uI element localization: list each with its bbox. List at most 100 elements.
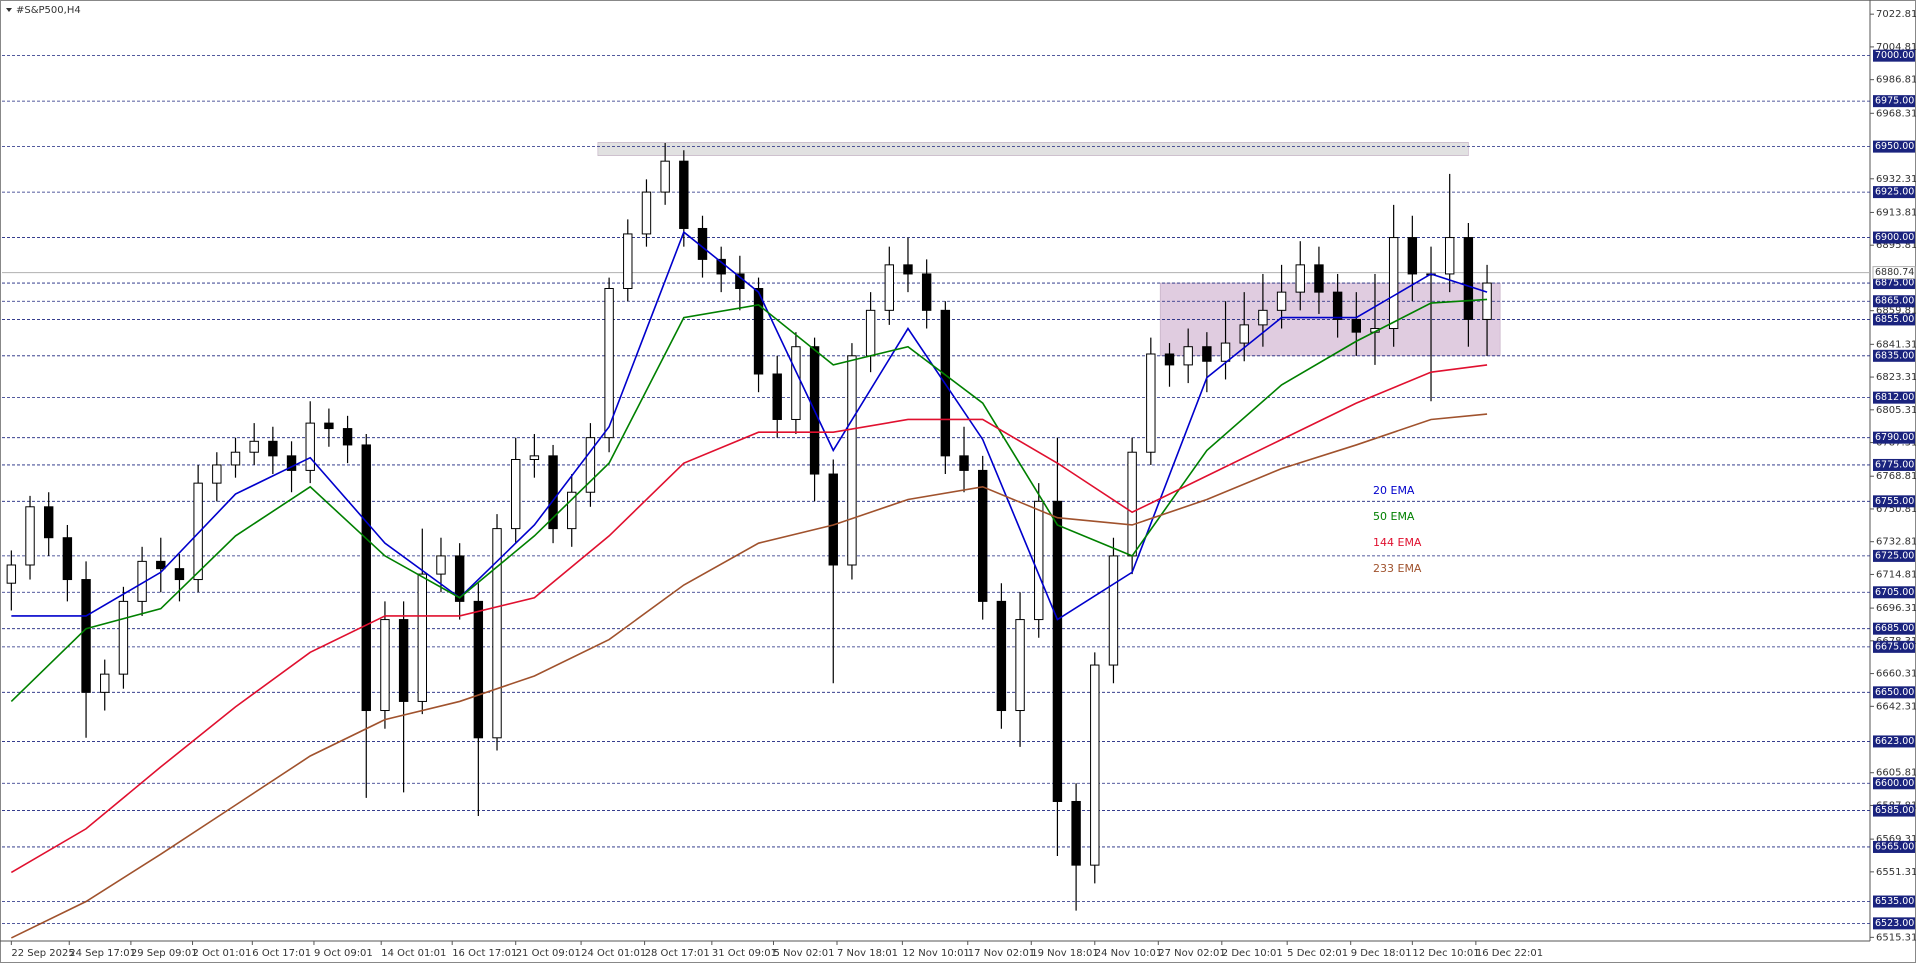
level-label: 6975.00 xyxy=(1875,96,1914,107)
last-price-label: 6880.74 xyxy=(1875,267,1914,278)
level-label-box xyxy=(1873,49,1915,62)
x-tick-label: 2 Oct 01:01 xyxy=(193,948,252,959)
candle-body xyxy=(1052,500,1063,802)
level-label-box xyxy=(1873,735,1915,748)
candle-body xyxy=(772,373,782,420)
candle-body xyxy=(118,600,129,675)
candle-body xyxy=(193,482,203,581)
candle-body xyxy=(884,264,895,311)
candle-body xyxy=(585,437,596,493)
candle-body xyxy=(100,673,110,693)
level-label-box xyxy=(1873,777,1915,790)
candle-body xyxy=(1351,318,1362,333)
x-tick-label: 14 Oct 01:01 xyxy=(381,948,446,959)
candle-body xyxy=(436,555,446,575)
level-label-box xyxy=(1873,186,1915,199)
ema-line xyxy=(10,364,1488,874)
level-label: 6950.00 xyxy=(1875,141,1914,152)
y-tick-label: 6569.31 xyxy=(1876,834,1916,845)
candle-body xyxy=(1108,555,1119,666)
candle-body xyxy=(230,451,241,466)
x-tick-label: 9 Oct 09:01 xyxy=(314,948,373,959)
level-label-box xyxy=(1873,686,1915,699)
y-tick-label: 6696.31 xyxy=(1876,603,1916,614)
level-label-box xyxy=(1873,391,1915,404)
last-price-box xyxy=(1872,266,1916,280)
x-tick-label: 31 Oct 09:01 xyxy=(712,948,777,959)
level-label: 6855.00 xyxy=(1875,314,1914,325)
x-tick-label: 22 Sep 2025 xyxy=(11,948,74,959)
candle-body xyxy=(1090,664,1100,866)
level-label-box xyxy=(1873,495,1915,508)
candle-body xyxy=(791,346,801,420)
candle-body xyxy=(473,600,484,739)
level-label: 6650.00 xyxy=(1875,687,1914,698)
level-label: 6865.00 xyxy=(1875,296,1914,307)
level-label: 6925.00 xyxy=(1875,187,1914,198)
level-label: 6623.00 xyxy=(1875,736,1914,747)
candle-body xyxy=(342,428,353,446)
candle-body xyxy=(1034,500,1044,621)
candle-body xyxy=(1015,619,1025,712)
level-label: 6705.00 xyxy=(1875,587,1914,598)
x-tick-label: 16 Oct 17:01 xyxy=(452,948,517,959)
level-label: 6685.00 xyxy=(1875,623,1914,634)
candle-body xyxy=(324,422,334,430)
y-tick-label: 6750.81 xyxy=(1876,504,1916,515)
candle-body xyxy=(567,491,577,530)
y-tick-label: 6660.31 xyxy=(1876,669,1916,680)
candle-body xyxy=(604,288,614,439)
x-tick-label: 29 Sep 09:01 xyxy=(131,948,198,959)
level-label-box xyxy=(1873,277,1915,290)
candle-body xyxy=(286,455,297,471)
y-tick-label: 6515.31 xyxy=(1876,932,1916,943)
level-label: 6600.00 xyxy=(1875,778,1914,789)
x-tick-label: 16 Dec 22:01 xyxy=(1476,948,1543,959)
candle-body xyxy=(62,537,73,581)
candle-body xyxy=(529,455,540,460)
level-label: 6900.00 xyxy=(1875,232,1914,243)
candle-body xyxy=(380,619,390,712)
y-tick-label: 6859.81 xyxy=(1876,306,1916,317)
x-tick-label: 9 Dec 18:01 xyxy=(1351,948,1412,959)
candle-body xyxy=(828,473,838,566)
x-tick-label: 19 Nov 18:01 xyxy=(1031,948,1098,959)
y-tick-label: 6968.31 xyxy=(1876,108,1916,119)
legend-label: 144 EMA xyxy=(1373,536,1422,549)
candle-body xyxy=(1314,264,1324,293)
candle-body xyxy=(1332,291,1343,320)
y-tick-label: 6714.81 xyxy=(1876,569,1916,580)
candle-body xyxy=(753,288,764,375)
candle-body xyxy=(921,273,932,311)
y-tick-label: 6642.31 xyxy=(1876,701,1916,712)
chart-title: #S&P500,H4 xyxy=(16,5,81,16)
y-tick-label: 6895.81 xyxy=(1876,240,1916,251)
level-label: 6675.00 xyxy=(1875,641,1914,652)
candle-body xyxy=(1463,237,1474,320)
level-label: 6523.00 xyxy=(1875,918,1914,929)
y-tick-label: 6932.31 xyxy=(1876,174,1916,185)
x-tick-label: 6 Oct 17:01 xyxy=(252,948,311,959)
candle-body xyxy=(865,309,876,357)
level-label: 6755.00 xyxy=(1875,496,1914,507)
candle-body xyxy=(716,258,726,275)
y-tick-label: 6986.81 xyxy=(1876,75,1916,86)
y-tick-label: 6913.81 xyxy=(1876,207,1916,218)
level-label-box xyxy=(1873,140,1915,153)
y-tick-label: 6732.81 xyxy=(1876,537,1916,548)
candle-body xyxy=(398,619,409,702)
x-tick-label: 2 Dec 10:01 xyxy=(1222,948,1283,959)
candle-body xyxy=(903,264,913,275)
candle-body xyxy=(43,506,54,539)
x-tick-label: 24 Sep 17:01 xyxy=(69,948,136,959)
candle-body xyxy=(81,579,91,693)
x-tick-label: 5 Nov 02:01 xyxy=(773,948,834,959)
candle-body xyxy=(679,160,689,229)
level-label: 6565.00 xyxy=(1875,841,1914,852)
level-label-box xyxy=(1873,804,1915,817)
level-label: 6725.00 xyxy=(1875,550,1914,561)
level-label: 6835.00 xyxy=(1875,350,1914,361)
candle-body xyxy=(1276,291,1287,311)
